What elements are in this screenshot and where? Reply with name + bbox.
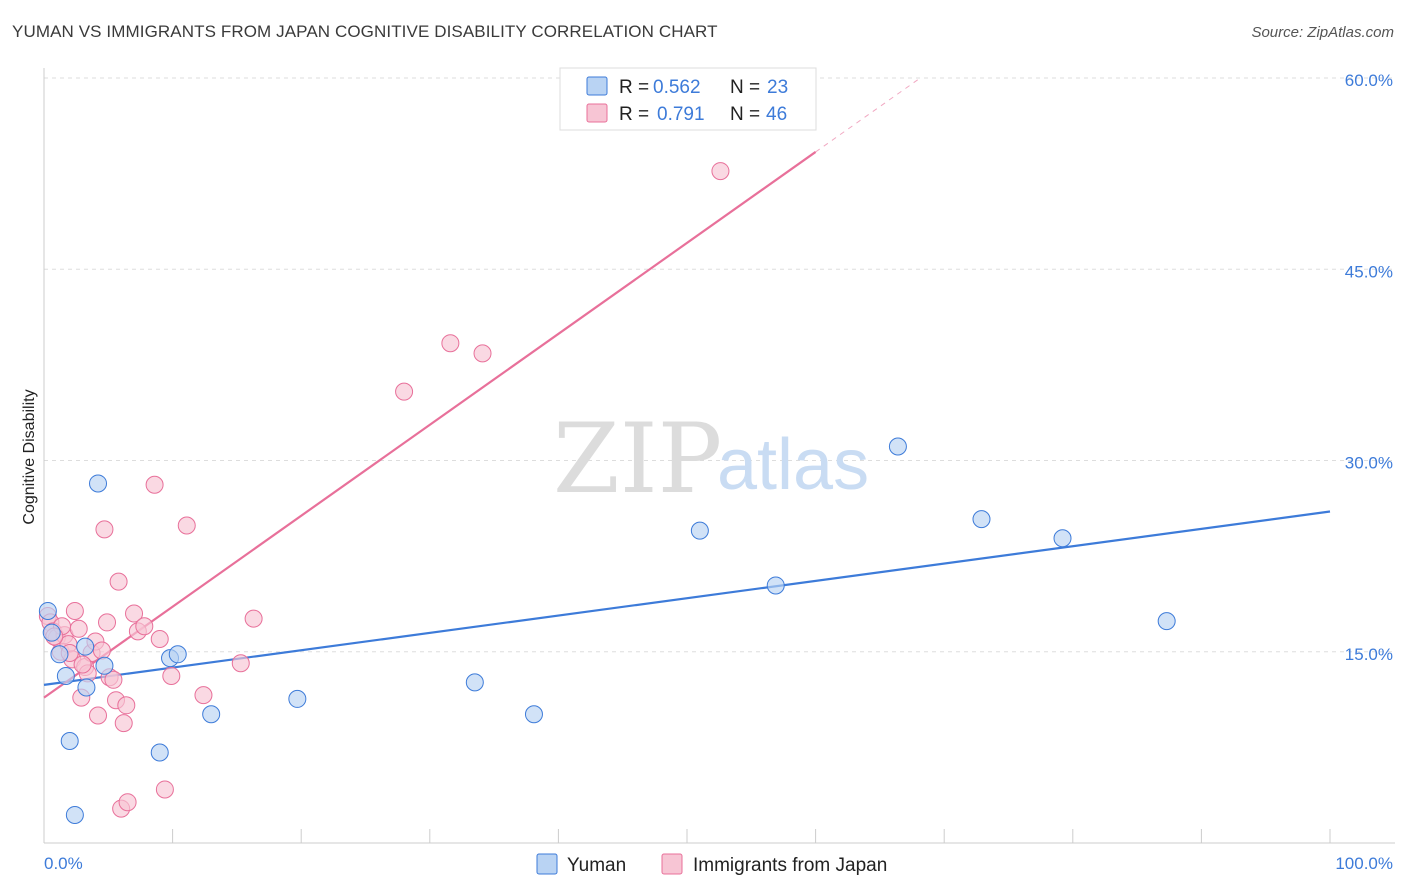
legend-r-value-japan: 0.791 [657, 104, 705, 125]
point-yuman [766, 576, 785, 595]
bottom-legend-label-japan: Immigrants from Japan [693, 855, 887, 876]
x-tick-label-max: 100.0% [1335, 854, 1393, 873]
watermark: ZIP atlas [553, 403, 869, 515]
point-yuman [888, 437, 907, 456]
point-japan [125, 604, 144, 623]
point-japan [92, 641, 111, 660]
bottom-legend-swatch-japan [661, 853, 683, 875]
point-japan [104, 670, 123, 689]
bottom-legend-swatch-yuman [536, 853, 558, 875]
point-japan [98, 613, 117, 632]
x-tick-label-min: 0.0% [44, 854, 83, 873]
point-japan [244, 609, 263, 628]
point-japan [150, 630, 169, 648]
point-yuman [89, 474, 108, 493]
point-japan [114, 714, 133, 733]
point-japan [441, 334, 460, 353]
legend-swatch-japan [586, 103, 608, 123]
legend-r-label-yuman: R = [619, 77, 649, 98]
point-yuman [1053, 529, 1072, 548]
point-japan [145, 475, 164, 494]
trend-line-extension [815, 78, 919, 153]
point-yuman [50, 645, 69, 664]
watermark-zip: ZIP [553, 403, 722, 515]
bottom-legend-label-yuman: Yuman [567, 855, 626, 876]
x-ticks [43, 829, 1331, 843]
watermark-atlas: atlas [717, 425, 869, 505]
trend-lines [43, 78, 1331, 699]
legend-n-value-yuman: 23 [767, 77, 788, 98]
y-tick-label: 45.0% [1345, 262, 1393, 281]
legend-n-label-yuman: N = [730, 77, 760, 98]
point-japan [711, 162, 730, 181]
point-yuman [60, 732, 79, 750]
point-japan [117, 696, 136, 715]
y-axis-title: Cognitive Disability [21, 389, 38, 524]
point-yuman [202, 705, 221, 724]
y-tick-label: 15.0% [1345, 645, 1393, 664]
legend-swatch-yuman [586, 76, 608, 96]
point-japan [89, 706, 108, 725]
trend-line-japan [43, 151, 817, 699]
point-yuman [56, 666, 75, 685]
point-japan [109, 572, 128, 591]
point-japan [231, 654, 250, 673]
point-japan [155, 780, 174, 799]
point-japan [194, 686, 213, 705]
point-japan [162, 666, 181, 685]
point-yuman [524, 705, 543, 724]
y-tick-label: 30.0% [1345, 454, 1393, 473]
point-yuman [288, 689, 307, 708]
point-japan [118, 793, 137, 812]
point-japan [135, 617, 154, 636]
point-yuman [150, 743, 169, 762]
point-yuman [1157, 612, 1176, 631]
axes [43, 68, 1395, 844]
point-yuman [65, 805, 84, 824]
point-yuman [690, 521, 709, 540]
legend-r-value-yuman: 0.562 [653, 77, 701, 98]
point-yuman [95, 656, 114, 675]
point-japan [395, 382, 414, 401]
point-japan [65, 601, 84, 620]
legend-n-label-japan: N = [730, 104, 760, 125]
data-points [38, 162, 1176, 824]
legend-n-value-japan: 46 [766, 104, 787, 125]
point-japan [69, 619, 88, 638]
trend-line-yuman [43, 510, 1331, 686]
y-tick-labels: 15.0% 30.0% 45.0% 60.0% [1345, 71, 1393, 664]
chart-title: YUMAN VS IMMIGRANTS FROM JAPAN COGNITIVE… [12, 22, 718, 41]
point-yuman [972, 510, 991, 529]
point-yuman [42, 623, 61, 642]
point-japan [177, 516, 196, 535]
y-tick-label: 60.0% [1345, 71, 1393, 90]
legend-box: R = 0.562 N = 23 N = R = 0.791 N = 46 [559, 67, 817, 131]
point-yuman [38, 601, 57, 620]
point-japan [73, 655, 92, 674]
point-yuman [168, 645, 187, 664]
point-japan [95, 520, 114, 539]
source-label: Source: ZipAtlas.com [1251, 24, 1394, 41]
point-yuman [465, 673, 484, 692]
legend-r-label-japan-text: R = [619, 104, 649, 125]
point-yuman [76, 637, 95, 656]
point-japan [473, 344, 492, 363]
point-yuman [77, 678, 96, 697]
bottom-legend: Yuman Immigrants from Japan [536, 853, 887, 876]
